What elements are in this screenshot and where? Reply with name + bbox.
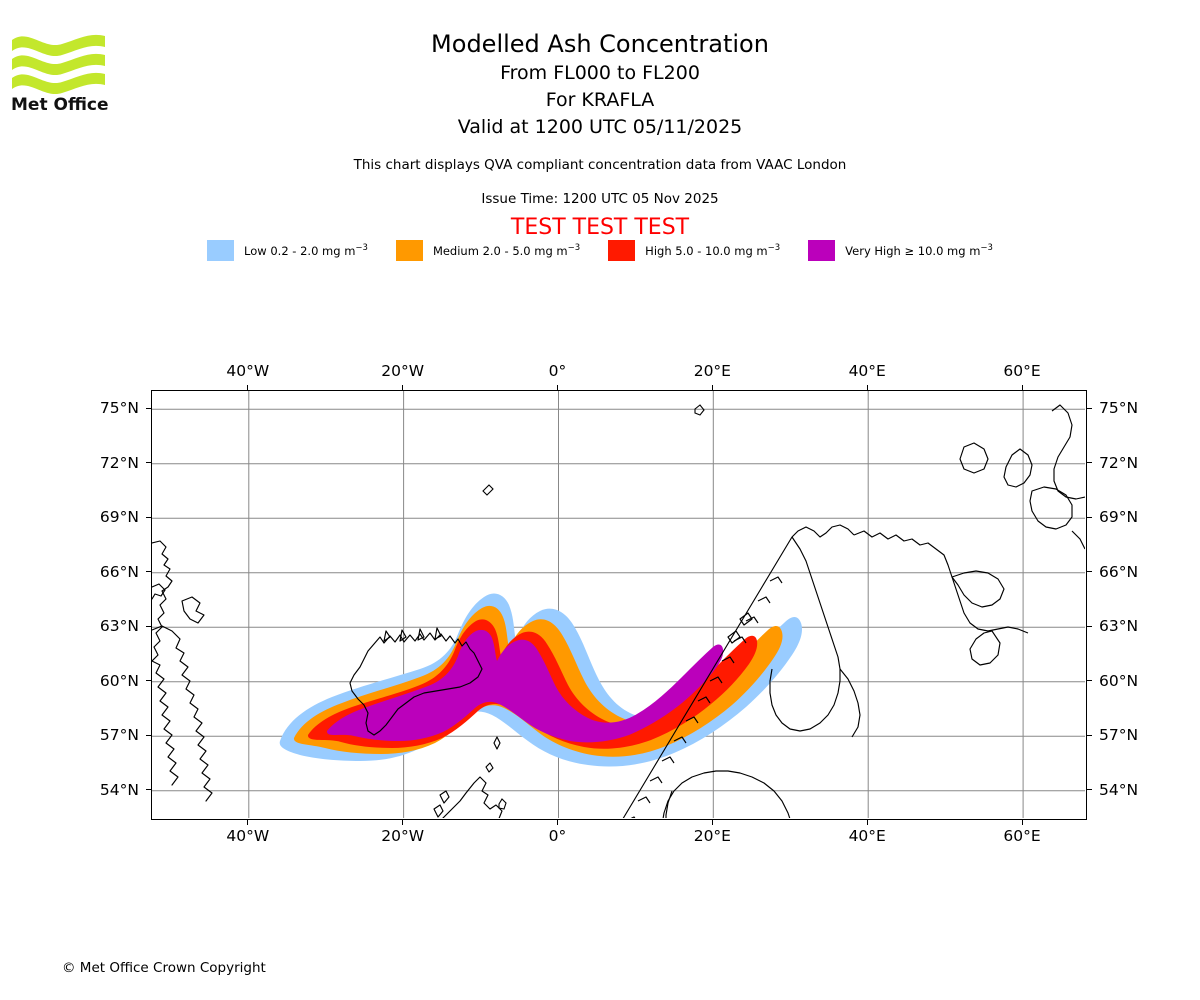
lat-tick-label-left: 63°N [99, 617, 139, 636]
lat-tick-mark [1087, 734, 1092, 736]
title-volcano: For KRAFLA [545, 89, 655, 111]
lon-tick-mark [866, 385, 868, 390]
lat-tick-mark [1087, 789, 1092, 791]
concentration-legend: Low 0.2 - 2.0 mg m−3 Medium 2.0 - 5.0 mg… [0, 240, 1200, 261]
lat-tick-mark [146, 462, 151, 464]
lon-tick-mark [247, 820, 249, 825]
lon-tick-mark [711, 385, 713, 390]
legend-item-very-high: Very High ≥ 10.0 mg m−3 [808, 240, 993, 261]
map-canvas [152, 391, 1085, 818]
lat-tick-label-right: 63°N [1099, 617, 1139, 636]
lon-tick-mark [711, 820, 713, 825]
coastlines [152, 540, 213, 802]
met-office-logo: Met Office [10, 26, 120, 111]
lat-tick-label-left: 69°N [99, 508, 139, 527]
lon-tick-label-top: 40°E [848, 362, 886, 380]
svalbard [694, 404, 705, 416]
logo-wordmark: Met Office [11, 95, 109, 111]
title-valid-time: Valid at 1200 UTC 05/11/2025 [457, 116, 743, 138]
lon-tick-label-top: 20°E [693, 362, 731, 380]
lat-tick-mark [1087, 571, 1092, 573]
lon-tick-label-top: 0° [548, 362, 567, 380]
issue-time: Issue Time: 1200 UTC 05 Nov 2025 [481, 191, 719, 207]
lat-tick-mark [1087, 680, 1092, 682]
lat-tick-label-right: 57°N [1099, 726, 1139, 745]
lon-tick-label-bottom: 0° [548, 827, 567, 845]
lat-tick-mark [146, 734, 151, 736]
plume-very-high-layer [326, 629, 724, 743]
lat-tick-mark [1087, 407, 1092, 409]
lon-tick-mark [556, 385, 558, 390]
british-isles-coastline [433, 736, 503, 818]
lat-tick-label-right: 54°N [1099, 780, 1139, 799]
legend-swatch-medium [395, 240, 423, 261]
lat-tick-mark [146, 407, 151, 409]
lon-tick-label-top: 20°W [381, 362, 425, 380]
lon-tick-mark [866, 820, 868, 825]
lat-tick-mark [1087, 625, 1092, 627]
faroe-islands [498, 798, 507, 810]
lat-tick-label-left: 57°N [99, 726, 139, 745]
lat-tick-label-left: 60°N [99, 671, 139, 690]
chart-subnote: This chart displays QVA compliant concen… [353, 157, 847, 173]
legend-item-low: Low 0.2 - 2.0 mg m−3 [207, 240, 368, 261]
lat-tick-label-right: 69°N [1099, 508, 1139, 527]
lat-tick-mark [146, 680, 151, 682]
lat-tick-mark [1087, 462, 1092, 464]
copyright-notice: © Met Office Crown Copyright [62, 960, 266, 976]
legend-swatch-high [608, 240, 636, 261]
legend-swatch-low [207, 240, 235, 261]
lon-tick-label-bottom: 20°E [693, 827, 731, 845]
legend-label-very-high: Very High ≥ 10.0 mg m−3 [845, 243, 993, 258]
lat-tick-label-left: 66°N [99, 562, 139, 581]
legend-item-high: High 5.0 - 10.0 mg m−3 [608, 240, 780, 261]
lon-tick-mark [402, 820, 404, 825]
title-flight-levels: From FL000 to FL200 [500, 62, 700, 84]
map-frame [151, 390, 1087, 820]
lon-tick-label-top: 40°W [226, 362, 270, 380]
lat-tick-mark [146, 571, 151, 573]
lon-tick-mark [247, 385, 249, 390]
lat-tick-label-left: 54°N [99, 780, 139, 799]
lon-tick-mark [402, 385, 404, 390]
lon-tick-label-bottom: 40°W [226, 827, 270, 845]
lon-tick-mark [1021, 385, 1023, 390]
met-office-logo-svg: Met Office [11, 34, 109, 111]
ash-concentration-map[interactable] [151, 390, 1087, 820]
lat-tick-label-right: 75°N [1099, 399, 1139, 418]
lon-tick-mark [556, 820, 558, 825]
lon-tick-label-bottom: 40°E [848, 827, 886, 845]
legend-item-medium: Medium 2.0 - 5.0 mg m−3 [395, 240, 581, 261]
legend-swatch-very-high [808, 240, 836, 261]
legend-label-low: Low 0.2 - 2.0 mg m−3 [244, 243, 368, 258]
lat-tick-label-right: 60°N [1099, 671, 1139, 690]
lat-tick-mark [1087, 516, 1092, 518]
lat-tick-label-right: 66°N [1099, 562, 1139, 581]
lon-tick-label-bottom: 60°E [1003, 827, 1041, 845]
lon-tick-label-bottom: 20°W [381, 827, 425, 845]
jan-mayen [482, 484, 494, 496]
lat-tick-label-left: 75°N [99, 399, 139, 418]
lat-tick-label-right: 72°N [1099, 453, 1139, 472]
lat-tick-mark [146, 789, 151, 791]
logo-waves [12, 34, 105, 95]
lon-tick-mark [1021, 820, 1023, 825]
lon-tick-label-top: 60°E [1003, 362, 1041, 380]
lat-tick-label-left: 72°N [99, 453, 139, 472]
chart-title-block: Modelled Ash Concentration From FL000 to… [0, 28, 1200, 141]
page-title: Modelled Ash Concentration [431, 30, 769, 58]
scandinavia-coastline [622, 524, 1029, 818]
lat-tick-mark [146, 625, 151, 627]
legend-label-high: High 5.0 - 10.0 mg m−3 [645, 243, 781, 258]
lat-tick-mark [146, 516, 151, 518]
test-banner: TEST TEST TEST [510, 215, 690, 240]
legend-label-medium: Medium 2.0 - 5.0 mg m−3 [432, 243, 581, 258]
novaya-zemlya-coastline [959, 404, 1085, 550]
map-gridlines [152, 391, 1085, 818]
iceland-coastline [349, 627, 483, 736]
